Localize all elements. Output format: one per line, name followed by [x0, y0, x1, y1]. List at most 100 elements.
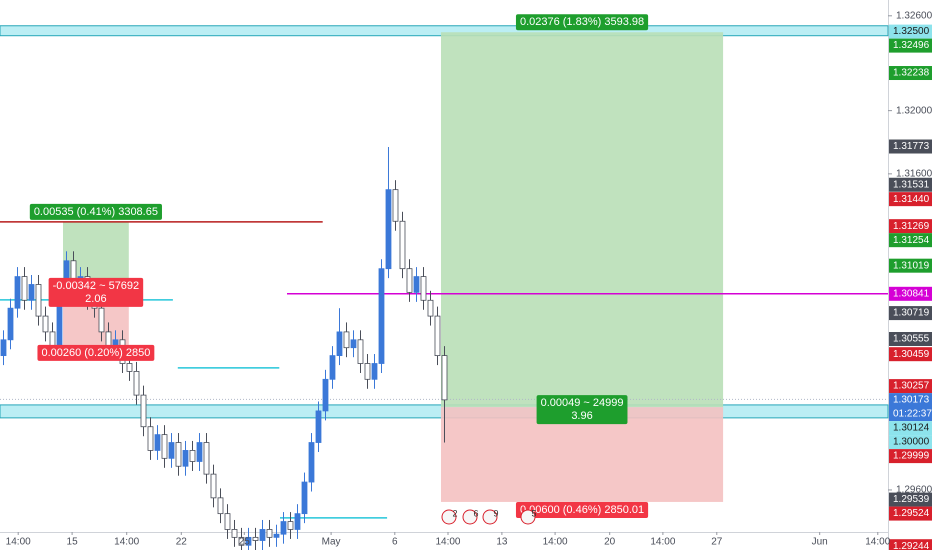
- middle-label-text: 2.06: [85, 293, 106, 305]
- candle-body: [322, 378, 329, 412]
- candle-body: [140, 394, 147, 428]
- price-tag-label: 1.30173: [893, 395, 930, 406]
- price-tag: [889, 177, 932, 192]
- price-tag: [889, 286, 932, 301]
- price-tag: [889, 24, 932, 39]
- price-tag: [889, 449, 932, 464]
- x-tick-label: 14:00: [435, 537, 460, 548]
- y-tick-label: 1.32000: [896, 105, 932, 116]
- y-tick-label: 1.29600: [896, 485, 932, 496]
- x-tick-label: 14:00: [650, 537, 675, 548]
- y-tick-label: 1.32600: [896, 10, 932, 21]
- candle-body: [203, 442, 210, 475]
- price-tag-label: 1.29524: [893, 508, 930, 519]
- candle-body: [336, 331, 343, 357]
- price-tag: [889, 421, 932, 436]
- price-axis: [889, 0, 932, 550]
- x-tick-label: Jun: [812, 537, 828, 548]
- candle-body: [231, 529, 238, 538]
- price-tag-label: 1.30000: [893, 437, 930, 448]
- candle-body: [413, 276, 420, 293]
- middle-label-text: 3.96: [571, 410, 592, 422]
- candle-body: [133, 371, 140, 396]
- candle-body: [350, 339, 357, 349]
- event-count: 6: [473, 508, 478, 518]
- candle-body: [392, 189, 399, 222]
- event-icon: [482, 509, 498, 525]
- candle-body: [259, 529, 266, 541]
- event-count: 2: [452, 508, 457, 518]
- target-label-text: 0.02376 (1.83%) 3593.98: [520, 16, 644, 28]
- x-tick-label: 14:00: [114, 537, 139, 548]
- price-tag: [889, 393, 932, 422]
- price-tag: [889, 492, 932, 507]
- event-count: 9: [493, 508, 498, 518]
- x-tick-label: 27: [711, 537, 723, 548]
- price-tag-label: 1.32238: [893, 68, 930, 79]
- price-tag-label: 1.30719: [893, 308, 930, 319]
- price-tag: [889, 539, 932, 550]
- price-tag: [889, 258, 932, 273]
- price-tag-label: 1.30555: [893, 334, 930, 345]
- price-tag: [889, 306, 932, 321]
- candle-body: [371, 363, 378, 380]
- x-tick-label: 14:00: [865, 537, 890, 548]
- candle-body: [287, 521, 294, 530]
- x-tick-label: 14:00: [6, 537, 31, 548]
- candle-body: [266, 529, 273, 538]
- target-label-bg: [29, 203, 162, 220]
- candle-body: [0, 339, 7, 357]
- price-tag-label: 1.31531: [893, 179, 930, 190]
- candle-body: [14, 276, 21, 309]
- x-tick-label: May: [322, 537, 341, 548]
- price-tag: [889, 379, 932, 394]
- x-tick-label: 25: [239, 537, 251, 548]
- price-tag: [889, 233, 932, 248]
- price-tag-label: 1.31773: [893, 141, 930, 152]
- candle-body: [420, 276, 427, 301]
- price-tag-label: 1.29244: [893, 541, 930, 550]
- stop-label-bg: [515, 501, 649, 518]
- candle-body: [224, 513, 231, 530]
- candle-body: [42, 315, 49, 333]
- candle-body: [238, 536, 245, 546]
- candle-body: [434, 315, 441, 357]
- x-tick-label: 6: [392, 537, 398, 548]
- candle-body: [147, 426, 154, 451]
- candle-body: [378, 268, 385, 364]
- candle-body: [441, 355, 448, 401]
- price-tag: [889, 192, 932, 207]
- x-tick-label: 20: [604, 537, 616, 548]
- price-tag: [889, 506, 932, 521]
- price-tag-label: 1.30459: [893, 349, 930, 360]
- middle-label-text: -0.00342 ~ 57692: [53, 280, 140, 292]
- price-tag: [889, 66, 932, 81]
- price-tag-label: 1.29539: [893, 494, 930, 505]
- candle-body: [168, 442, 175, 459]
- stop-label-text: 0.00260 (0.20%) 2850: [41, 347, 150, 359]
- price-tag-label: 1.29999: [893, 451, 930, 462]
- x-tick-label: 22: [176, 537, 188, 548]
- middle-label-bg: [48, 277, 144, 307]
- y-tick-label: 1.31600: [896, 168, 932, 179]
- middle-label-text: 0.00049 ~ 24999: [541, 397, 624, 409]
- stop-label: 0.00260 (0.20%) 2850: [37, 344, 155, 361]
- x-tick-label: 13: [496, 537, 508, 548]
- stop-label-text: 0.00600 (0.46%) 2850.01: [520, 504, 644, 516]
- target-label-bg: [515, 14, 649, 31]
- event-icon: [520, 509, 536, 525]
- candle-body: [21, 276, 28, 301]
- candle-body: [98, 307, 105, 333]
- event-count: 5: [531, 508, 536, 518]
- price-tag-label: 1.32500: [893, 26, 930, 37]
- price-tag: [889, 139, 932, 154]
- price-tag: [889, 347, 932, 362]
- candle-body: [315, 410, 322, 443]
- candle-body: [280, 521, 287, 535]
- candle-body: [245, 536, 252, 546]
- candle-body: [189, 450, 196, 462]
- price-tag: [889, 332, 932, 347]
- candle-body: [7, 307, 14, 341]
- middle-label-bg: [536, 395, 628, 425]
